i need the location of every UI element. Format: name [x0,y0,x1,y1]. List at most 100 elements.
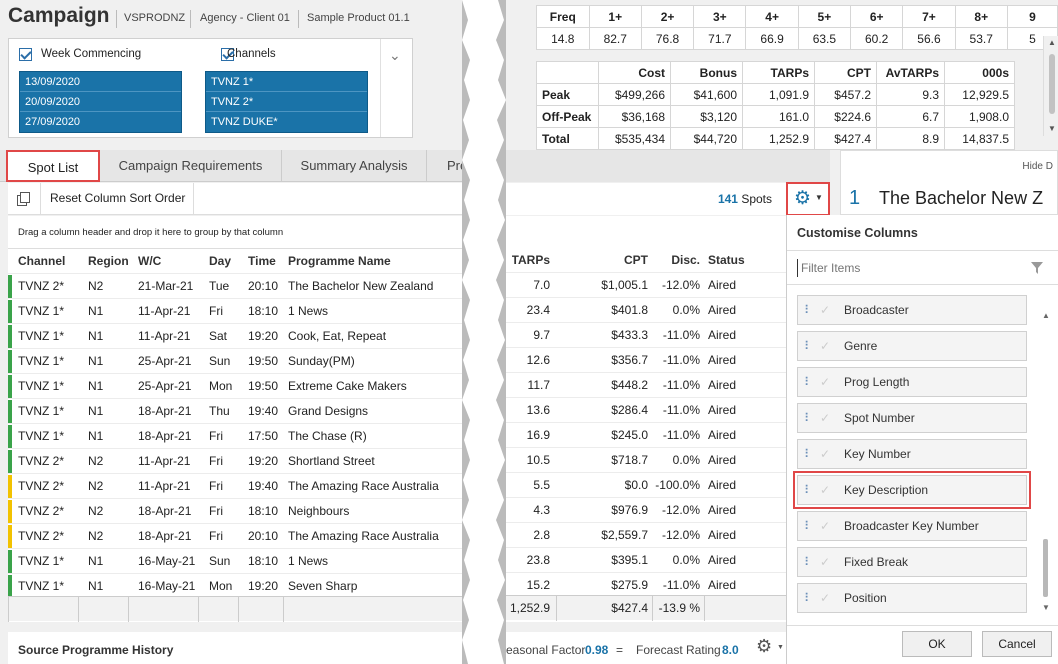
table-row[interactable]: TVNZ 1* N1 16-May-21 Sun 18:10 1 News [8,549,468,574]
check-icon[interactable]: ✓ [820,483,831,497]
table-row[interactable]: 4.3 $976.9 -12.0% Aired [498,498,786,523]
cancel-button[interactable]: Cancel [982,631,1052,657]
column-header-time[interactable]: Time [248,254,276,268]
cell-wc: 11-Apr-21 [138,304,191,318]
breadcrumb-product[interactable]: Sample Product 01.1 [307,12,410,24]
check-icon[interactable]: ✓ [820,519,831,533]
table-row[interactable]: 10.5 $718.7 0.0% Aired [498,448,786,473]
drag-handle-icon[interactable]: ⠇ [804,591,813,605]
table-row[interactable]: 7.0 $1,005.1 -12.0% Aired [498,273,786,298]
reset-sort-button[interactable]: Reset Column Sort Order [42,183,195,214]
column-item[interactable]: ⠇ ✓ Spot Number [797,403,1027,433]
table-row[interactable]: TVNZ 1* N1 11-Apr-21 Sat 19:20 Cook, Eat, Rep… [8,324,468,349]
table-row[interactable]: TVNZ 2* N2 11-Apr-21 Fri 19:40 The Amazing Ra… [8,474,468,499]
table-row[interactable]: TVNZ 1* N1 25-Apr-21 Sun 19:50 Sunday(PM) [8,349,468,374]
source-programme-history-label[interactable]: Source Programme History [8,632,468,664]
scrollbar[interactable]: ▲ ▼ [1043,36,1058,136]
chevron-down-icon[interactable]: ⌄ [389,47,401,63]
channel-list[interactable]: TVNZ 1* TVNZ 2* TVNZ DUKE* [205,71,368,133]
status-color-bar [8,300,12,323]
column-item[interactable]: ⠇ ✓ Fixed Break [797,547,1027,577]
table-row[interactable]: 12.6 $356.7 -11.0% Aired [498,348,786,373]
table-row[interactable]: 2.8 $2,559.7 -12.0% Aired [498,523,786,548]
drag-handle-icon[interactable]: ⠇ [804,339,813,353]
table-row[interactable]: 16.9 $245.0 -11.0% Aired [498,423,786,448]
drag-handle-icon[interactable]: ⠇ [804,447,813,461]
column-header-status[interactable]: Status [708,253,745,267]
column-item[interactable]: ⠇ ✓ Broadcaster Key Number [797,511,1027,541]
tab-campaign-requirements[interactable]: Campaign Requirements [100,150,282,182]
table-row[interactable]: 5.5 $0.0 -100.0% Aired [498,473,786,498]
column-item[interactable]: ⠇ ✓ Key Description [793,471,1031,509]
copy-icon[interactable] [16,191,32,207]
footer-caret-icon[interactable]: ▼ [777,644,784,651]
check-icon[interactable]: ✓ [820,555,831,569]
table-row[interactable]: TVNZ 2* N2 11-Apr-21 Fri 19:20 Shortland Stre… [8,449,468,474]
check-icon[interactable]: ✓ [820,447,831,461]
drag-handle-icon[interactable]: ⠇ [804,519,813,533]
cell-channel: TVNZ 1* [18,404,65,418]
table-row[interactable]: 23.4 $401.8 0.0% Aired [498,298,786,323]
table-row[interactable]: 13.6 $286.4 -11.0% Aired [498,398,786,423]
table-row[interactable]: 11.7 $448.2 -11.0% Aired [498,373,786,398]
week-checkbox[interactable] [19,48,32,61]
drag-handle-icon[interactable]: ⠇ [804,411,813,425]
check-icon[interactable]: ✓ [820,375,831,389]
customise-columns-button[interactable]: ⚙ ▼ [786,182,830,216]
drag-handle-icon[interactable]: ⠇ [804,555,813,569]
table-row[interactable]: TVNZ 1* N1 18-Apr-21 Thu 19:40 Grand Designs [8,399,468,424]
table-row[interactable]: TVNZ 2* N2 21-Mar-21 Tue 20:10 The Bachelor N… [8,274,468,299]
column-item[interactable]: ⠇ ✓ Key Number [797,439,1027,469]
column-item[interactable]: ⠇ ✓ Prog Length [797,367,1027,397]
check-icon[interactable]: ✓ [820,339,831,353]
column-header-day[interactable]: Day [209,254,232,268]
check-icon[interactable]: ✓ [820,303,831,317]
week-item[interactable]: 27/09/2020 [25,116,81,128]
channel-item[interactable]: TVNZ 1* [206,72,367,92]
column-header-wc[interactable]: W/C [138,254,162,268]
cell-status: Aired [708,428,737,442]
column-item-label: Fixed Break [844,555,909,569]
table-row[interactable]: TVNZ 1* N1 25-Apr-21 Mon 19:50 Extreme Cake M… [8,374,468,399]
table-row[interactable]: 9.7 $433.3 -11.0% Aired [498,323,786,348]
table-row[interactable]: TVNZ 1* N1 18-Apr-21 Fri 17:50 The Chase (R) [8,424,468,449]
column-item[interactable]: ⠇ ✓ Position [797,583,1027,613]
filter-icon[interactable] [1031,262,1043,274]
column-header-disc[interactable]: Disc. [671,253,700,267]
cell-tarps: 23.4 [526,303,550,317]
column-header-cpt[interactable]: CPT [624,253,648,267]
column-item[interactable]: ⠇ ✓ Genre [797,331,1027,361]
check-icon[interactable]: ✓ [820,591,831,605]
breadcrumb-server[interactable]: VSPRODNZ [124,12,186,24]
hide-details-link[interactable]: Hide D [1022,161,1053,172]
breadcrumb-client[interactable]: Agency - Client 01 [200,12,290,24]
channel-item[interactable]: TVNZ DUKE* [211,116,278,128]
check-icon[interactable]: ✓ [820,411,831,425]
column-item[interactable]: ⠇ ✓ Broadcaster [797,295,1027,325]
table-row[interactable]: TVNZ 2* N2 18-Apr-21 Fri 18:10 Neighbours [8,499,468,524]
table-row[interactable]: TVNZ 2* N2 18-Apr-21 Fri 20:10 The Amazing Ra… [8,524,468,549]
column-header-prog[interactable]: Programme Name [288,254,391,268]
week-item[interactable]: 13/09/2020 [20,72,181,92]
filter-items-input[interactable] [797,259,1017,277]
table-row[interactable]: 23.8 $395.1 0.0% Aired [498,548,786,573]
column-header-region[interactable]: Region [88,254,129,268]
footer-gear-icon[interactable]: ⚙ [756,636,773,656]
status-color-bar [8,525,12,548]
drag-handle-icon[interactable]: ⠇ [804,303,813,317]
drag-handle-icon[interactable]: ⠇ [804,375,813,389]
panel-scrollbar[interactable]: ▲ ▼ [1042,311,1050,612]
ok-button[interactable]: OK [902,631,972,657]
week-item[interactable]: 20/09/2020 [20,92,181,112]
column-header-channel[interactable]: Channel [18,254,66,268]
tab-summary-analysis[interactable]: Summary Analysis [282,150,427,182]
channels-checkbox[interactable] [221,48,235,61]
cost-cell: 1,091.9 [742,83,815,106]
table-row[interactable]: TVNZ 1* N1 11-Apr-21 Fri 18:10 1 News [8,299,468,324]
cell-channel: TVNZ 1* [18,329,65,343]
column-header-tarps[interactable]: TARPs [511,253,550,267]
channel-item[interactable]: TVNZ 2* [206,92,367,112]
week-list[interactable]: 13/09/2020 20/09/2020 27/09/2020 [19,71,182,133]
tab-spot-list[interactable]: Spot List [6,150,100,182]
drag-handle-icon[interactable]: ⠇ [804,483,813,497]
